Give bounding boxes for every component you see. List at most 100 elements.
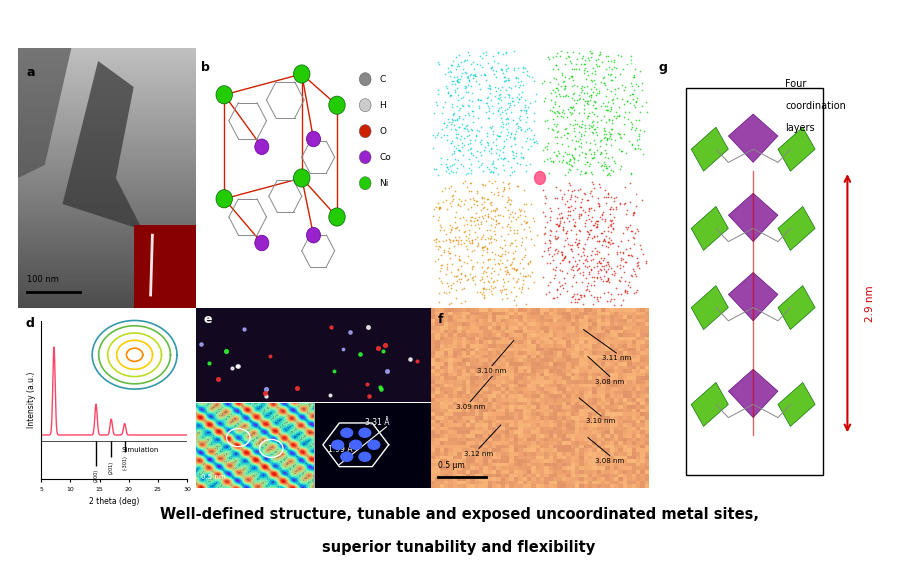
Point [520, 258, 535, 267]
Point [590, 294, 604, 303]
Point [229, 362, 244, 371]
Point [599, 148, 613, 157]
Point [589, 222, 603, 231]
Point [475, 232, 490, 241]
Point [607, 295, 621, 304]
Point [550, 107, 565, 116]
Point [584, 169, 599, 178]
Circle shape [359, 177, 371, 190]
Point [474, 219, 488, 228]
Point [589, 85, 603, 94]
Point [460, 87, 474, 96]
Point [445, 196, 459, 205]
Point [455, 120, 469, 129]
Point [484, 121, 499, 130]
Point [481, 140, 495, 149]
Text: 3.11 nm: 3.11 nm [602, 355, 630, 361]
Point [453, 147, 467, 156]
Point [590, 249, 604, 258]
Point [452, 146, 466, 155]
Point [624, 271, 639, 280]
Point [515, 254, 529, 263]
Point [454, 240, 468, 249]
Point [587, 244, 602, 253]
Point [486, 162, 501, 171]
Point [614, 289, 629, 298]
Point [487, 255, 502, 264]
Point [567, 153, 582, 162]
Text: 3.10 nm: 3.10 nm [477, 368, 507, 374]
Point [473, 61, 487, 70]
Point [615, 146, 630, 155]
Point [430, 199, 445, 208]
Point [630, 262, 645, 271]
Point [575, 120, 590, 129]
Point [488, 206, 502, 215]
Point [500, 267, 514, 276]
Point [373, 382, 387, 391]
Point [568, 131, 583, 140]
Point [443, 67, 457, 76]
Point [499, 284, 513, 293]
Point [560, 51, 575, 60]
Point [442, 198, 456, 207]
Point [553, 289, 567, 298]
Point [448, 132, 463, 141]
Point [466, 106, 481, 115]
Point [543, 225, 557, 234]
Polygon shape [62, 61, 143, 230]
Point [632, 108, 647, 117]
Point [464, 212, 478, 221]
Point [460, 258, 474, 267]
Point [510, 215, 524, 224]
Point [497, 142, 511, 151]
Point [518, 103, 532, 112]
Point [442, 235, 456, 244]
Point [443, 72, 457, 81]
Point [489, 235, 503, 244]
Point [491, 169, 505, 178]
Point [480, 204, 494, 213]
Point [557, 84, 571, 93]
Point [427, 108, 441, 117]
Point [561, 92, 575, 101]
Point [566, 65, 580, 74]
Point [494, 114, 509, 123]
Point [582, 214, 596, 223]
Point [618, 182, 632, 191]
Point [437, 226, 451, 235]
Point [446, 279, 461, 288]
Point [581, 278, 595, 287]
Point [449, 73, 464, 82]
Point [452, 61, 466, 70]
Point [456, 56, 471, 65]
Point [559, 213, 574, 222]
Point [194, 340, 208, 349]
Point [603, 264, 618, 273]
Point [595, 210, 610, 219]
Point [501, 115, 515, 124]
Point [538, 143, 552, 152]
Point [568, 297, 583, 306]
Point [493, 231, 508, 240]
Point [549, 235, 564, 244]
Point [603, 130, 618, 139]
Point [462, 102, 476, 111]
Point [545, 107, 559, 116]
Point [577, 60, 592, 69]
Point [605, 99, 620, 108]
Point [618, 83, 632, 92]
Point [604, 165, 619, 174]
Point [594, 136, 608, 145]
Point [454, 236, 468, 245]
Point [507, 101, 521, 110]
Point [630, 261, 645, 270]
Point [515, 87, 529, 96]
Point [551, 79, 566, 88]
Point [629, 190, 643, 199]
Point [607, 193, 621, 202]
Point [613, 132, 628, 141]
Point [568, 116, 583, 125]
Point [578, 219, 593, 228]
Point [614, 255, 629, 265]
